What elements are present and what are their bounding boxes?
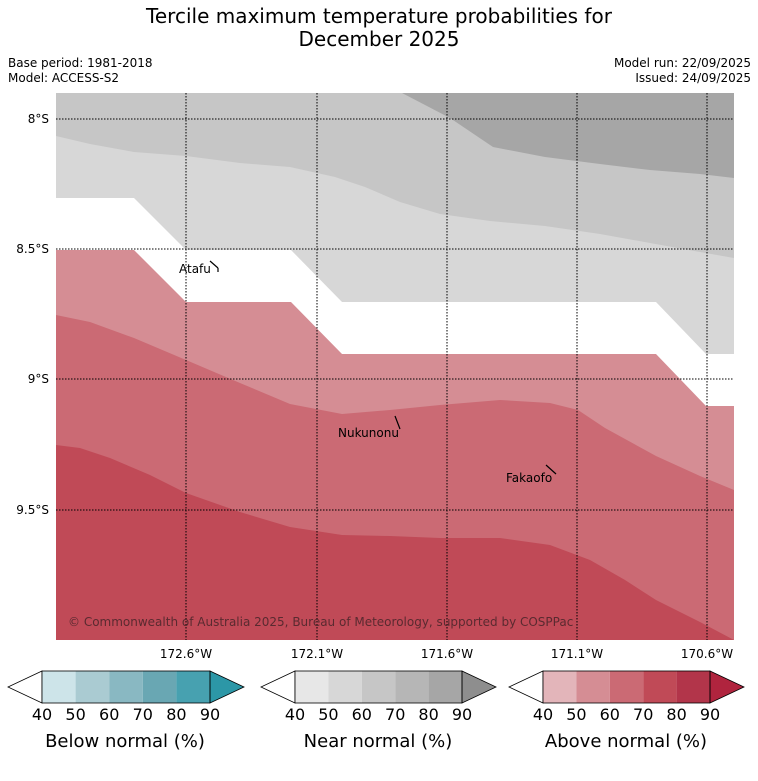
legend-label-above: Above normal (%) [545, 731, 707, 752]
place-label-atafu: Atafu [179, 262, 211, 276]
legend-tick: 80 [418, 705, 438, 724]
colorbar-cell [42, 671, 76, 703]
place-label-fakaofo: Fakaofo [506, 471, 552, 485]
colorbar-extend-high [462, 671, 496, 703]
latitude-labels: 8°S 8.5°S 9°S 9.5°S [16, 112, 49, 517]
legend-label-near: Near normal (%) [304, 731, 453, 752]
model-name: Model: ACCESS-S2 [8, 71, 120, 85]
lon-label: 170.6°W [681, 647, 733, 661]
base-period: Base period: 1981-2018 [8, 56, 153, 70]
colorbar-cell [676, 671, 710, 703]
legend-tick: 70 [633, 705, 653, 724]
colorbar-extend-high [210, 671, 244, 703]
fakaofo-atoll [545, 464, 557, 475]
map-gridlines [56, 93, 734, 640]
legend-tick: 60 [352, 705, 372, 724]
lat-label: 8°S [28, 112, 49, 126]
legend-near-normal: 40 50 60 70 80 90 Near normal (%) [260, 670, 497, 752]
colorbar-cell [576, 671, 610, 703]
legend-tick: 80 [166, 705, 186, 724]
colorbar-cell [142, 671, 177, 703]
model-run: Model run: 22/09/2025 [613, 56, 751, 70]
colorbar-frame-arrow [209, 670, 245, 704]
legend-tick: 70 [133, 705, 153, 724]
legend-tick: 90 [200, 705, 220, 724]
nukunonu-atoll [394, 415, 401, 430]
legend-tick: 40 [533, 705, 553, 724]
legend-above-normal: 40 50 60 70 80 90 Above normal (%) [508, 670, 745, 752]
colorbar-cell [428, 671, 462, 703]
colorbar-cell [543, 671, 577, 703]
legend-tick: 40 [285, 705, 305, 724]
above-normal-70-80-zone [56, 445, 734, 640]
colorbar-cell [75, 671, 110, 703]
legend-tick: 60 [600, 705, 620, 724]
title-line-1: Tercile maximum temperature probabilitie… [146, 4, 612, 28]
legend-tick: 90 [452, 705, 472, 724]
longitude-labels: 172.6°W 172.1°W 171.6°W 171.1°W 170.6°W [160, 647, 733, 661]
copyright-notice: © Commonwealth of Australia 2025, Bureau… [68, 615, 573, 629]
lon-label: 171.1°W [551, 647, 603, 661]
legend-tick: 60 [99, 705, 119, 724]
lat-label: 9°S [28, 372, 49, 386]
colorbar-extend-low [7, 670, 43, 704]
place-label-nukunonu: Nukunonu [338, 426, 399, 440]
legend-tick: 50 [318, 705, 338, 724]
colorbar-cell [609, 671, 644, 703]
legend-tick: 80 [666, 705, 686, 724]
lat-label: 8.5°S [16, 242, 49, 256]
colorbar-cell [395, 671, 429, 703]
chart-title: Tercile maximum temperature probabilitie… [0, 5, 758, 51]
colorbar-cell [109, 671, 143, 703]
colorbar-frame-arrow [461, 670, 497, 704]
legend-tick: 50 [65, 705, 85, 724]
near-normal-80-90-zone [402, 93, 734, 178]
legend-below-normal: 40 50 60 70 80 90 Below normal (%) [7, 670, 245, 752]
legend-tick: 90 [700, 705, 720, 724]
lat-label: 9.5°S [16, 503, 49, 517]
colorbar-extend-low [260, 670, 296, 704]
colorbar-cell [328, 671, 362, 703]
colorbar-cell [643, 671, 677, 703]
lon-label: 171.6°W [421, 647, 473, 661]
meta-right: Model run: 22/09/2025 Issued: 24/09/2025 [614, 56, 751, 86]
lon-label: 172.6°W [160, 647, 212, 661]
legend-tick: 70 [385, 705, 405, 724]
legend-tick: 40 [32, 705, 52, 724]
colorbar-frame-arrow [709, 670, 745, 704]
meta-left: Base period: 1981-2018 Model: ACCESS-S2 [8, 56, 153, 86]
colorbar-cell [295, 671, 329, 703]
colorbar-extend-low [508, 670, 544, 704]
issued-date: Issued: 24/09/2025 [635, 71, 751, 85]
colorbar-extend-high [710, 671, 744, 703]
colorbar-cell [176, 671, 210, 703]
map-panel: Atafu Nukunonu Fakaofo © Commonwealth of… [56, 93, 734, 640]
colorbar-cell [361, 671, 396, 703]
legend-label-below: Below normal (%) [45, 731, 205, 752]
title-line-2: December 2025 [298, 27, 460, 51]
legend-tick: 50 [566, 705, 586, 724]
lon-label: 172.1°W [291, 647, 343, 661]
atafu-atoll [209, 260, 219, 269]
